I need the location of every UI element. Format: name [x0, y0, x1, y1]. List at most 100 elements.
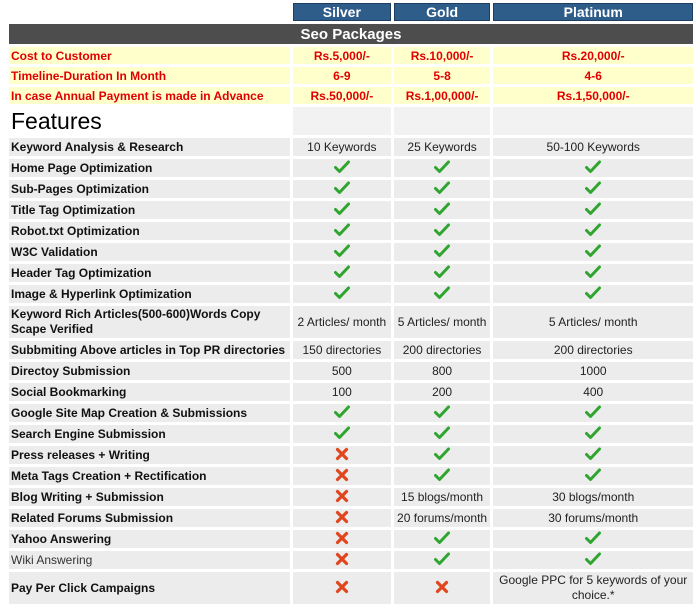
feature-value-text: 30 forums/month: [548, 511, 639, 525]
feature-value: [292, 467, 391, 485]
feature-label: Title Tag Optimization: [9, 201, 290, 219]
feature-label: W3C Validation: [9, 243, 290, 261]
feature-row: Meta Tags Creation + Rectification: [9, 467, 693, 485]
feature-value: [393, 222, 491, 240]
feature-value: [292, 488, 391, 506]
check-icon: [585, 531, 602, 548]
feature-row: Home Page Optimization: [9, 159, 693, 177]
check-icon: [434, 531, 451, 548]
feature-row: Image & Hyperlink Optimization: [9, 285, 693, 303]
seo-packages-banner: Seo Packages: [9, 24, 693, 44]
feature-value: [393, 201, 491, 219]
feature-label: Search Engine Submission: [9, 425, 290, 443]
feature-label: Image & Hyperlink Optimization: [9, 285, 290, 303]
cross-icon: [335, 468, 349, 485]
features-heading: Features: [9, 107, 290, 135]
feature-value: [292, 180, 391, 198]
feature-value-text: 5 Articles/ month: [548, 315, 638, 329]
feature-value: 100: [292, 383, 391, 401]
features-heading-blank: [493, 107, 693, 135]
feature-value-text: 2 Articles/ month: [297, 315, 387, 329]
package-platinum: Platinum: [493, 3, 693, 21]
feature-value: [292, 530, 391, 548]
feature-value: [292, 264, 391, 282]
cross-icon: [335, 510, 349, 527]
feature-row: Blog Writing + Submission 15 blogs/month 3…: [9, 488, 693, 506]
feature-label: Directoy Submission: [9, 362, 290, 380]
pricing-value: Rs.20,000/-: [493, 47, 693, 64]
check-icon: [585, 181, 602, 198]
feature-value: 20 forums/month: [393, 509, 491, 527]
feature-label: Blog Writing + Submission: [9, 488, 290, 506]
feature-value: 5 Articles/ month: [393, 306, 491, 338]
feature-row: Directoy Submission 500 800 1000: [9, 362, 693, 380]
check-icon: [434, 223, 451, 240]
feature-value-text: 400: [583, 385, 604, 399]
feature-row: Social Bookmarking 100 200 400: [9, 383, 693, 401]
feature-value: 30 forums/month: [493, 509, 693, 527]
feature-value: 150 directories: [292, 341, 391, 359]
cross-icon: [335, 531, 349, 548]
feature-label: Yahoo Answering: [9, 530, 290, 548]
feature-row: Yahoo Answering: [9, 530, 693, 548]
feature-value: [493, 201, 693, 219]
feature-value-text: 100: [331, 385, 352, 399]
feature-value: [493, 425, 693, 443]
feature-label: Keyword Rich Articles(500-600)Words Copy…: [9, 306, 290, 338]
feature-value: 200 directories: [393, 341, 491, 359]
features-heading-blank: [292, 107, 391, 135]
check-icon: [333, 181, 350, 198]
pricing-value: 6-9: [292, 67, 391, 84]
feature-value-text: 25 Keywords: [407, 140, 477, 154]
pricing-value: Rs.1,00,000/-: [393, 87, 491, 104]
banner-row: Seo Packages: [9, 24, 693, 44]
check-icon: [434, 202, 451, 219]
check-icon: [333, 405, 350, 422]
feature-value: [493, 159, 693, 177]
feature-value: [393, 264, 491, 282]
feature-value: [292, 222, 391, 240]
check-icon: [434, 286, 451, 303]
feature-label: Sub-Pages Optimization: [9, 180, 290, 198]
feature-value-text: 200 directories: [553, 343, 633, 357]
feature-value: 30 blogs/month: [493, 488, 693, 506]
feature-row: Google Site Map Creation & Submissions: [9, 404, 693, 422]
check-icon: [585, 286, 602, 303]
feature-value: [493, 530, 693, 548]
feature-value: [493, 446, 693, 464]
pricing-row: In case Annual Payment is made in Advanc…: [9, 87, 693, 104]
feature-value: [393, 285, 491, 303]
check-icon: [333, 202, 350, 219]
feature-value: [393, 404, 491, 422]
cross-icon: [435, 580, 449, 597]
feature-value: 200: [393, 383, 491, 401]
pricing-label: In case Annual Payment is made in Advanc…: [9, 87, 290, 104]
check-icon: [585, 244, 602, 261]
feature-value: [493, 222, 693, 240]
cross-icon: [335, 552, 349, 569]
feature-value: [292, 404, 391, 422]
pricing-row: Timeline-Duration In Month 6-9 5-8 4-6: [9, 67, 693, 84]
feature-label: Social Bookmarking: [9, 383, 290, 401]
check-icon: [585, 426, 602, 443]
check-icon: [434, 181, 451, 198]
header-blank-cell: [9, 3, 290, 21]
feature-value: [393, 159, 491, 177]
feature-value: 25 Keywords: [393, 138, 491, 156]
feature-row: Keyword Analysis & Research 10 Keywords 25…: [9, 138, 693, 156]
feature-value-text: 15 blogs/month: [401, 490, 484, 504]
feature-value-text: 50-100 Keywords: [546, 140, 640, 154]
feature-label: Robot.txt Optimization: [9, 222, 290, 240]
feature-label: Pay Per Click Campaigns: [9, 572, 290, 604]
feature-label: Related Forums Submission: [9, 509, 290, 527]
check-icon: [585, 160, 602, 177]
feature-value: [393, 446, 491, 464]
feature-value: 200 directories: [493, 341, 693, 359]
feature-row: Press releases + Writing: [9, 446, 693, 464]
feature-value-text: Google PPC for 5 keywords of your choice…: [499, 573, 688, 602]
feature-label: Keyword Analysis & Research: [9, 138, 290, 156]
feature-row: Robot.txt Optimization: [9, 222, 693, 240]
check-icon: [333, 223, 350, 240]
check-icon: [333, 265, 350, 282]
feature-value: 5 Articles/ month: [493, 306, 693, 338]
